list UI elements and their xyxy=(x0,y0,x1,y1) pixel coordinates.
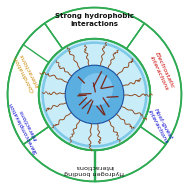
Circle shape xyxy=(65,65,124,124)
Wedge shape xyxy=(8,23,63,144)
Text: Stereocomplexation
interactions: Stereocomplexation interactions xyxy=(9,98,44,154)
Text: Electrostatic
interactions: Electrostatic interactions xyxy=(148,51,175,92)
Wedge shape xyxy=(23,126,94,181)
Circle shape xyxy=(39,39,150,150)
Circle shape xyxy=(81,73,113,105)
Text: Strong hydrophobic
interactions: Strong hydrophobic interactions xyxy=(55,13,134,27)
Wedge shape xyxy=(8,45,49,144)
Text: Hydrogen bonding
interactions: Hydrogen bonding interactions xyxy=(64,163,125,175)
Text: Coordination
interactions: Coordination interactions xyxy=(13,51,42,92)
Wedge shape xyxy=(94,126,166,181)
Wedge shape xyxy=(45,8,144,49)
Wedge shape xyxy=(126,23,181,144)
Text: Host-guest
interactions: Host-guest interactions xyxy=(147,106,174,145)
